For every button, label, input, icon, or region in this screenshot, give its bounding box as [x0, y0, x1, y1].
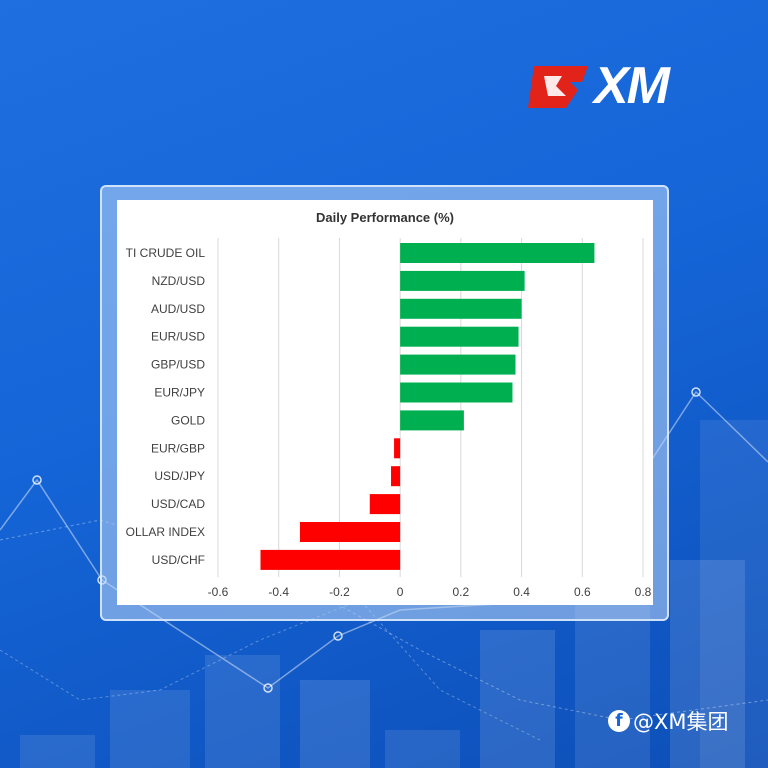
x-tick-label: 0.6	[574, 585, 591, 599]
x-tick-label: 0.2	[453, 585, 470, 599]
watermark-text: @XM集团	[633, 710, 729, 734]
xm-logo-mark	[528, 66, 588, 108]
bar	[400, 270, 525, 291]
bar	[394, 438, 401, 459]
category-label: GOLD	[171, 413, 205, 427]
category-label: AUD/USD	[151, 302, 205, 316]
bar-chart: -0.6 -0.4 -0.2 0 0.2 0.4 0.6 0.8 TI CRUDE OIL NZD…	[126, 238, 652, 599]
xm-logo-text: XM	[594, 57, 670, 115]
category-label: GBP/USD	[151, 358, 205, 372]
x-tick-label: 0.8	[635, 585, 652, 599]
bar	[400, 326, 519, 347]
category-label: TI CRUDE OIL	[126, 246, 206, 260]
bar	[299, 522, 401, 542]
category-label: EUR/USD	[151, 330, 205, 344]
category-label: EUR/GBP	[151, 441, 205, 455]
bar	[400, 382, 513, 403]
category-label: NZD/USD	[152, 274, 206, 288]
facebook-icon: f	[608, 710, 630, 732]
x-tick-label: -0.2	[329, 585, 350, 599]
category-label: USD/CHF	[152, 553, 205, 567]
chart-title: Daily Performance (%)	[316, 210, 454, 225]
bar	[369, 494, 401, 515]
category-label: OLLAR INDEX	[126, 525, 205, 539]
bar	[391, 466, 401, 487]
category-label: EUR/JPY	[154, 386, 205, 400]
x-tick-label: 0	[397, 585, 404, 599]
social-handle: f @XM集团	[608, 706, 729, 736]
category-label: USD/JPY	[154, 469, 205, 483]
bar	[400, 354, 516, 375]
category-label: USD/CAD	[151, 497, 205, 511]
bar	[260, 549, 401, 570]
x-tick-label: -0.4	[268, 585, 289, 599]
bar	[400, 243, 595, 263]
x-tick-label: 0.4	[513, 585, 530, 599]
chart-panel: -0.6 -0.4 -0.2 0 0.2 0.4 0.6 0.8 TI CRUDE OIL NZD…	[117, 200, 653, 605]
bar	[400, 298, 522, 319]
bar	[400, 410, 464, 431]
x-tick-label: -0.6	[208, 585, 229, 599]
